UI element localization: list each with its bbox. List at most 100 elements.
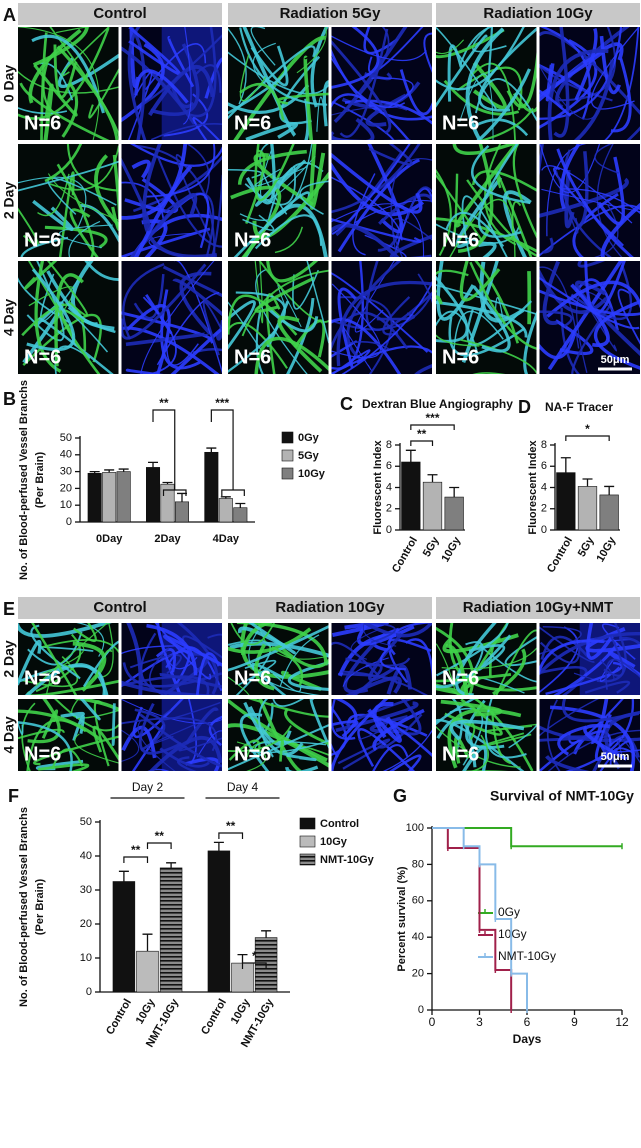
vessel <box>603 634 625 677</box>
vessel <box>139 713 222 768</box>
error-bar <box>405 449 416 462</box>
vessel <box>539 268 608 315</box>
vessel <box>157 623 198 670</box>
vessel <box>182 27 192 125</box>
significance-bracket <box>241 962 267 969</box>
vessel <box>441 647 537 670</box>
vessel <box>163 93 209 137</box>
vessel <box>391 217 432 257</box>
x-tick-label: 3 <box>476 1015 483 1029</box>
vessel <box>18 664 106 695</box>
chart-title: Dextran Blue Angiography <box>362 397 513 411</box>
vessel <box>178 737 222 752</box>
vessel <box>254 643 275 691</box>
vessel <box>254 214 323 250</box>
vessel <box>248 699 329 718</box>
legend-label: Control <box>320 818 359 830</box>
vessel <box>491 710 512 765</box>
bar <box>146 467 161 523</box>
vessel <box>156 155 222 248</box>
row-label: 0 Day <box>1 65 17 103</box>
vessel <box>436 295 443 305</box>
vessel <box>228 301 266 357</box>
vessel <box>346 261 402 362</box>
legend-swatch <box>299 853 316 866</box>
vessel <box>539 665 588 695</box>
significance-bracket <box>210 409 234 490</box>
vessel <box>460 339 537 374</box>
vessel <box>561 699 640 723</box>
vessel <box>477 144 522 238</box>
y-tick-label: 30 <box>60 466 72 478</box>
x-tick-label: 9 <box>571 1015 578 1029</box>
group-label: Day 2 <box>132 780 164 794</box>
vessel <box>331 144 421 214</box>
n-label: N=6 <box>234 667 271 689</box>
vessel <box>148 647 170 695</box>
vessel <box>357 728 416 771</box>
vessel <box>583 724 628 761</box>
error-bar <box>427 474 438 483</box>
vessel <box>436 699 476 726</box>
y-tick-label: 10 <box>60 499 72 511</box>
vessel <box>389 754 422 771</box>
vessel <box>600 202 640 257</box>
vessel <box>18 160 119 192</box>
vessel <box>32 27 89 67</box>
y-axis-label: No. of Blood-perfused Vessel Branchs <box>18 380 30 580</box>
legend-swatch <box>281 449 294 462</box>
vessel <box>604 27 640 140</box>
vessel <box>331 699 389 771</box>
vessel <box>331 39 392 135</box>
vessel <box>148 768 169 771</box>
vessel <box>167 36 195 88</box>
vessel <box>94 649 113 680</box>
vessel <box>368 144 413 166</box>
vessel <box>133 273 165 320</box>
vessel <box>560 307 581 374</box>
vessel <box>162 265 222 298</box>
column-header-bg <box>18 3 222 25</box>
column-header-bg <box>18 597 222 619</box>
vessel <box>539 632 640 676</box>
vessel <box>539 333 576 360</box>
panel-letter: C <box>340 394 353 414</box>
vessel <box>267 307 319 333</box>
blue-image <box>121 699 222 771</box>
vessel <box>342 657 389 687</box>
legend-label: NMT-10Gy <box>498 949 556 963</box>
vessel <box>504 636 537 667</box>
vessel <box>239 54 267 102</box>
column-header: Radiation 5Gy <box>280 5 382 22</box>
vessel <box>539 276 640 330</box>
vessel <box>192 116 221 140</box>
vessel <box>436 623 509 677</box>
legend-swatch <box>281 431 294 444</box>
vessel <box>228 291 286 373</box>
vessel <box>239 712 270 771</box>
vessel <box>377 713 423 749</box>
vessel <box>545 63 555 102</box>
n-label: N=6 <box>442 229 479 251</box>
vessel <box>145 144 216 198</box>
vessel <box>586 304 618 352</box>
significance-bracket <box>410 440 434 446</box>
y-axis-label: (Per Brain) <box>34 452 46 509</box>
y-tick-label: 80 <box>412 858 424 870</box>
vessel <box>479 261 525 323</box>
vessel <box>574 27 598 101</box>
bar <box>218 498 233 523</box>
x-tick-label: 6 <box>524 1015 531 1029</box>
vessel <box>274 226 304 254</box>
x-tick-label: Control <box>104 997 134 1037</box>
column-header: Control <box>93 5 146 22</box>
vessel <box>150 43 200 116</box>
vessel <box>593 204 619 257</box>
vessel <box>459 261 501 302</box>
vessel <box>436 269 469 293</box>
bar <box>159 867 183 993</box>
vessel <box>376 312 415 321</box>
vessel <box>355 623 396 644</box>
vessel <box>74 699 119 712</box>
vessel <box>473 118 529 137</box>
